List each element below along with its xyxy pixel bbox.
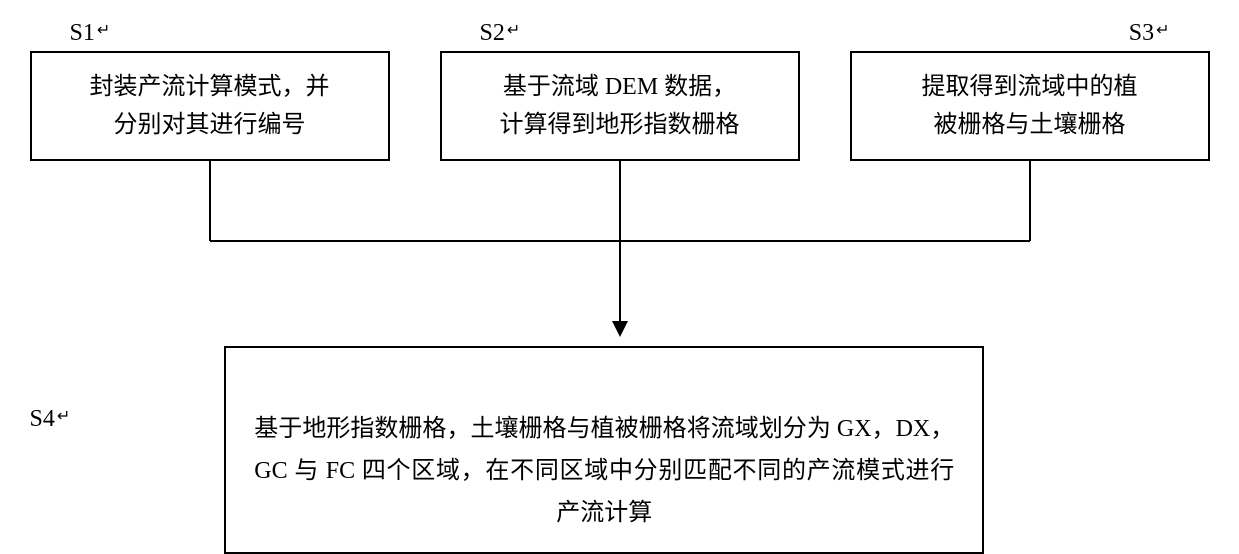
s1-text: 封装产流计算模式，并 分别对其进行编号 — [90, 68, 330, 145]
return-glyph: ↵ — [57, 408, 70, 425]
bottom-row: S4↵ 基于地形指数栅格，土壤栅格与植被栅格将流域划分为 GX，DX，GC 与 … — [30, 346, 1210, 554]
connector-area — [30, 161, 1210, 346]
s3-text: 提取得到流域中的植 被栅格与土壤栅格 — [922, 68, 1138, 145]
connector-svg — [30, 161, 1210, 341]
s2-box: 基于流域 DEM 数据， 计算得到地形指数栅格 — [440, 51, 800, 161]
s3-label: S3↵ — [1129, 20, 1210, 47]
step-s2: S2↵ 基于流域 DEM 数据， 计算得到地形指数栅格 — [440, 20, 800, 161]
s2-label: S2↵ — [440, 20, 521, 47]
s1-label-text: S1 — [70, 20, 95, 46]
s2-text: 基于流域 DEM 数据， 计算得到地形指数栅格 — [500, 68, 740, 145]
top-row: S1↵ 封装产流计算模式，并 分别对其进行编号 S2↵ 基于流域 DEM 数据，… — [30, 20, 1210, 161]
s4-label: S4↵ — [30, 406, 71, 433]
s1-label: S1↵ — [30, 20, 111, 47]
return-glyph: ↵ — [97, 22, 110, 39]
s2-label-text: S2 — [480, 20, 505, 46]
s3-label-text: S3 — [1129, 20, 1154, 46]
step-s1: S1↵ 封装产流计算模式，并 分别对其进行编号 — [30, 20, 390, 161]
step-s3: S3↵ 提取得到流域中的植 被栅格与土壤栅格 — [850, 20, 1210, 161]
return-glyph: ↵ — [507, 22, 520, 39]
s3-box: 提取得到流域中的植 被栅格与土壤栅格 — [850, 51, 1210, 161]
s4-box: 基于地形指数栅格，土壤栅格与植被栅格将流域划分为 GX，DX，GC 与 FC 四… — [224, 346, 984, 554]
return-glyph: ↵ — [1156, 22, 1169, 39]
s4-label-text: S4 — [30, 406, 55, 432]
s1-box: 封装产流计算模式，并 分别对其进行编号 — [30, 51, 390, 161]
s4-text: 基于地形指数栅格，土壤栅格与植被栅格将流域划分为 GX，DX，GC 与 FC 四… — [254, 416, 954, 526]
